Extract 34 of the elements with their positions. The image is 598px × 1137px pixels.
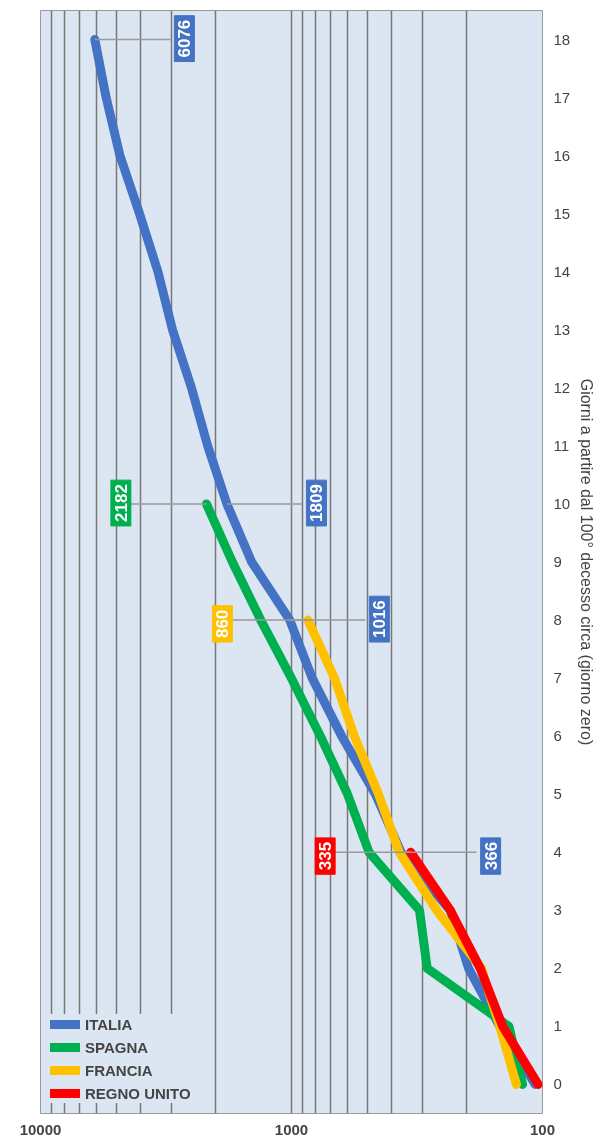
annotation: 1809 [307,484,327,522]
x-tick-label: 100 [529,1120,556,1137]
annotation: 1016 [370,600,390,639]
y-tick-label: 5 [553,785,562,803]
legend-label: ITALIA [85,1015,133,1033]
y-tick-label: 6 [553,727,562,745]
y-tick-label: 3 [553,901,562,919]
annotation: 6076 [175,19,195,58]
y-tick-label: 8 [553,611,562,629]
annotation: 335 [316,841,336,871]
y-tick-label: 7 [553,669,562,687]
y-tick-label: 0 [553,1075,562,1093]
annotation: 860 [213,609,233,639]
annotation: 2182 [111,484,131,522]
y-tick-label: 9 [553,553,562,570]
y-tick-label: 16 [553,146,571,164]
y-tick-label: 12 [553,378,571,396]
legend-label: SPAGNA [85,1038,149,1056]
y-tick-label: 1 [553,1017,562,1035]
y-tick-label: 18 [553,30,571,48]
legend-label: FRANCIA [85,1061,153,1079]
annotation: 366 [481,841,501,871]
y-tick-label: 13 [553,320,571,338]
y-tick-label: 17 [553,88,571,106]
y-tick-label: 14 [553,262,571,280]
y-tick-label: 15 [553,204,571,222]
y-tick-label: 2 [553,959,562,977]
y-tick-label: 10 [553,494,571,512]
y-tick-label: 11 [553,436,570,454]
x-tick-label: 10000 [19,1120,62,1137]
y-axis-title: Giorni a partire dal 100° decesso circa (giorno zero) [578,378,596,746]
legend-label: REGNO UNITO [85,1084,191,1102]
y-tick-label: 4 [553,843,562,861]
x-tick-label: 1000 [274,1120,309,1137]
